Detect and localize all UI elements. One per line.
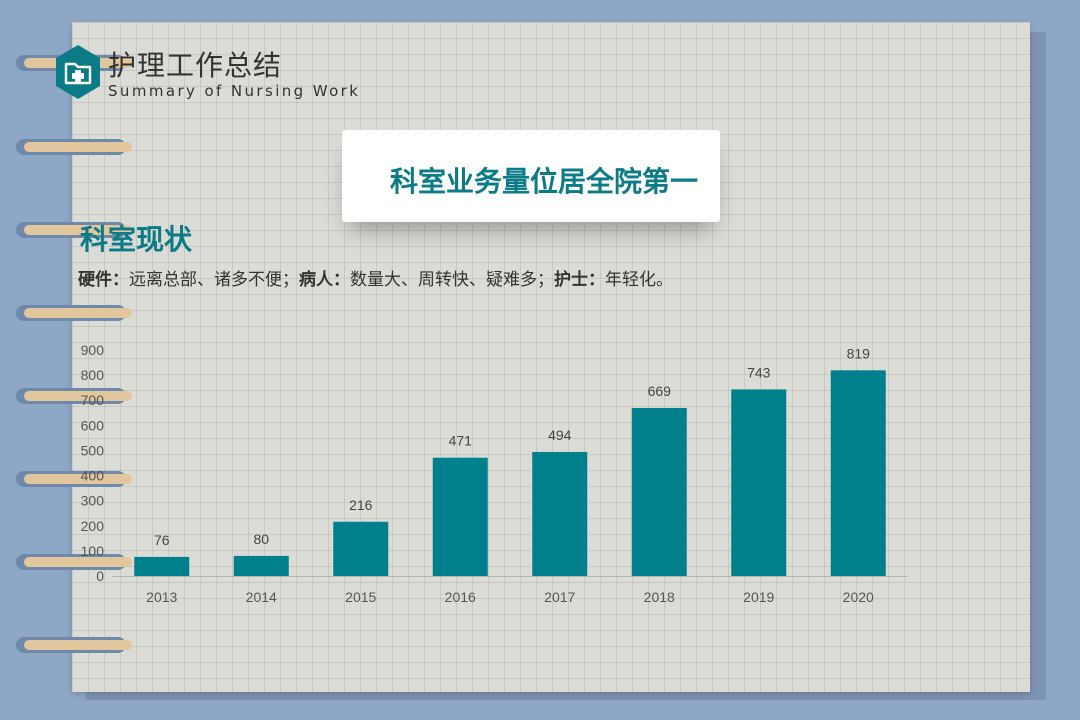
- data-label: 76: [154, 532, 170, 548]
- x-tick-label: 2020: [843, 589, 874, 605]
- data-label: 819: [847, 345, 871, 361]
- desc-text-patients: 数量大、周转快、疑难多；: [350, 270, 554, 290]
- data-label: 216: [349, 497, 373, 513]
- bar: [532, 451, 588, 576]
- y-tick-label: 0: [96, 568, 104, 584]
- binder-ring: [16, 388, 132, 404]
- x-tick-label: 2017: [544, 589, 575, 605]
- y-tick-label: 100: [81, 543, 105, 559]
- y-tick-label: 500: [81, 442, 105, 458]
- data-label: 743: [747, 364, 771, 380]
- bar: [333, 521, 389, 576]
- bar: [432, 457, 488, 576]
- data-label: 669: [648, 383, 672, 399]
- y-tick-label: 200: [81, 518, 105, 534]
- section-description: 硬件：远离总部、诸多不便；病人：数量大、周转快、疑难多；护士：年轻化。: [78, 265, 673, 290]
- data-label: 471: [449, 433, 473, 449]
- desc-text-nurses: 年轻化。: [605, 270, 673, 290]
- binder-ring: [16, 139, 132, 155]
- desc-label-patients: 病人：: [299, 270, 350, 290]
- binder-ring: [16, 554, 132, 570]
- x-tick-label: 2014: [246, 589, 277, 605]
- data-label: 494: [548, 427, 572, 443]
- section-title: 科室现状: [80, 223, 193, 256]
- desc-text-hardware: 远离总部、诸多不便；: [129, 270, 299, 290]
- binder-ring: [16, 222, 132, 238]
- bar: [233, 555, 289, 576]
- header-title: 护理工作总结: [108, 49, 283, 82]
- desc-label-hardware: 硬件：: [78, 270, 129, 290]
- bar: [134, 556, 190, 576]
- binder-ring: [16, 471, 132, 487]
- y-tick-label: 700: [81, 392, 105, 408]
- binder-ring: [16, 637, 132, 653]
- headline-text: 科室业务量位居全院第一: [390, 165, 699, 198]
- bar: [631, 408, 687, 576]
- x-tick-label: 2015: [345, 589, 376, 605]
- headline-card: 科室业务量位居全院第一: [342, 130, 720, 222]
- bar: [731, 389, 787, 576]
- x-tick-label: 2018: [644, 589, 675, 605]
- x-tick-label: 2016: [445, 589, 476, 605]
- desc-label-nurses: 护士：: [554, 270, 605, 290]
- y-tick-label: 900: [81, 342, 105, 358]
- y-tick-label: 300: [81, 493, 105, 509]
- medical-folder-plus-icon: [56, 45, 100, 99]
- header-subtitle: Summary of Nursing Work: [108, 82, 361, 100]
- x-tick-label: 2019: [743, 589, 774, 605]
- bar: [830, 370, 886, 576]
- y-tick-label: 800: [81, 367, 105, 383]
- data-label: 80: [253, 531, 269, 547]
- y-tick-label: 600: [81, 417, 105, 433]
- y-tick-label: 400: [81, 468, 105, 484]
- x-tick-label: 2013: [146, 589, 177, 605]
- binder-ring: [16, 305, 132, 321]
